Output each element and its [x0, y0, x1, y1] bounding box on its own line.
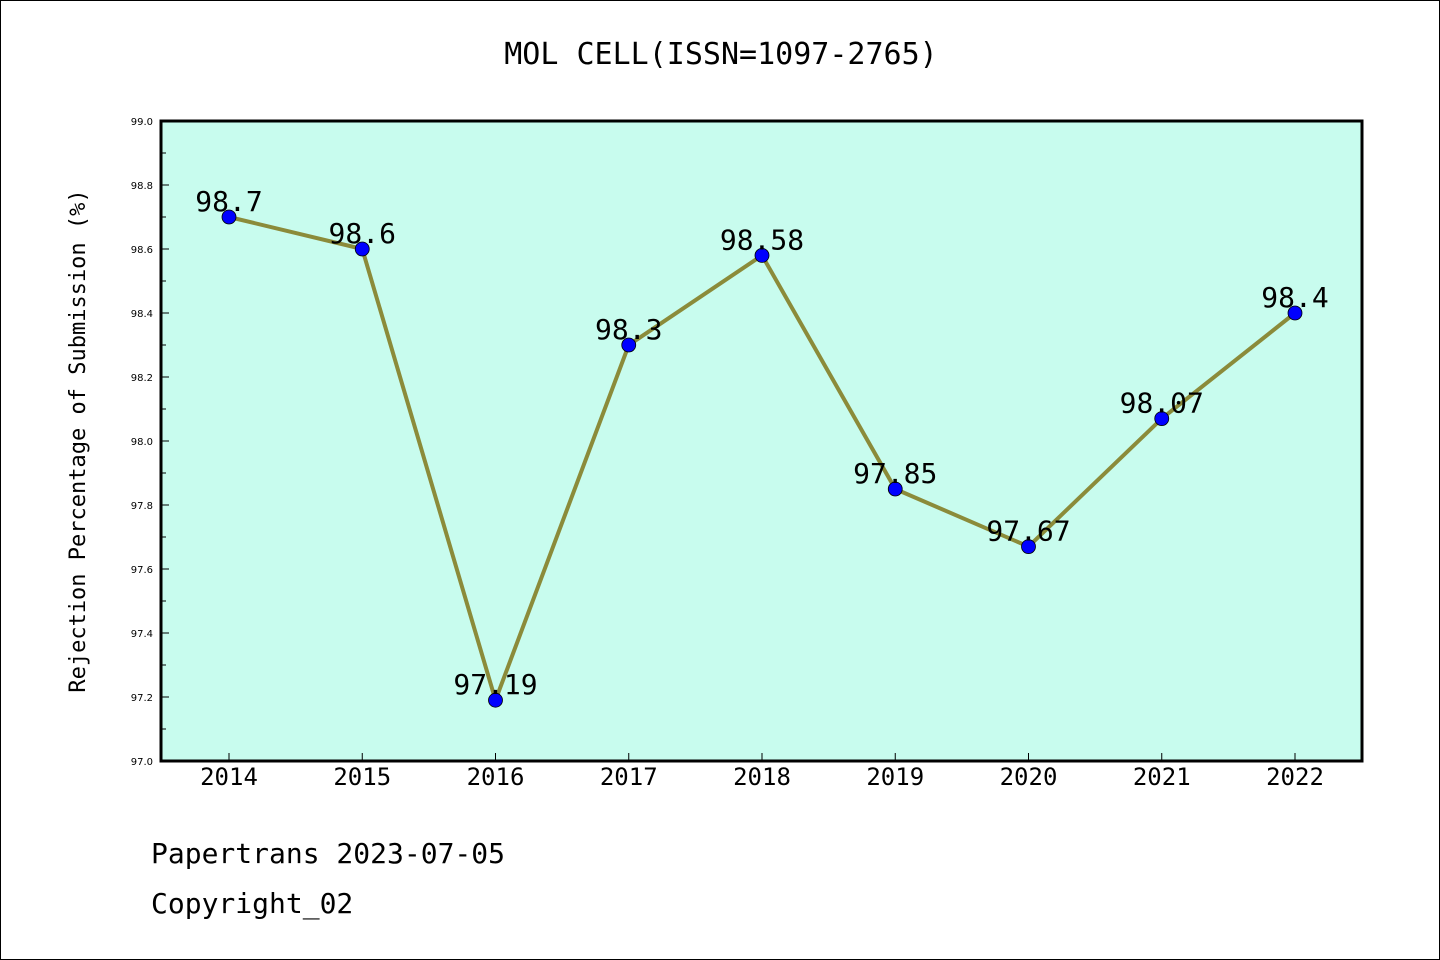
- data-label: 98.3: [595, 313, 662, 346]
- data-point: [754, 247, 770, 263]
- x-tick-label: 2020: [1000, 763, 1058, 791]
- x-tick-label: 2019: [866, 763, 924, 791]
- y-axis-label: Rejection Percentage of Submission (%): [66, 189, 91, 692]
- data-point: [354, 241, 370, 257]
- y-tick-label: 99.0: [131, 117, 153, 128]
- plot-border: [159, 119, 1364, 763]
- y-tick-label: 97.2: [131, 693, 153, 704]
- data-label: 97.85: [853, 457, 937, 490]
- data-label: 97.67: [986, 515, 1070, 548]
- data-label: 98.7: [195, 185, 262, 218]
- data-label: 98.58: [720, 223, 804, 256]
- x-tick-label: 2018: [733, 763, 791, 791]
- y-tick-label: 98.2: [131, 373, 153, 384]
- x-tick-label: 2021: [1133, 763, 1191, 791]
- y-tick-label: 97.4: [131, 629, 153, 640]
- y-tick-label: 97.0: [131, 757, 153, 768]
- data-label: 98.07: [1120, 387, 1204, 420]
- footer-source: Papertrans 2023-07-05: [151, 837, 506, 870]
- data-label: 98.4: [1261, 281, 1328, 314]
- data-point: [488, 692, 503, 708]
- y-tick-label: 98.8: [131, 181, 153, 192]
- data-label: 97.19: [453, 668, 537, 701]
- plot-area: [161, 121, 1362, 761]
- data-label: 98.6: [329, 217, 396, 250]
- x-tick-label: 2015: [333, 763, 391, 791]
- y-tick-label: 98.4: [131, 309, 153, 320]
- footer-copyright: Copyright_02: [151, 887, 354, 920]
- x-tick-label: 2022: [1266, 763, 1324, 791]
- y-tick-label: 98.0: [131, 437, 153, 448]
- data-point: [1021, 539, 1036, 554]
- x-tick-label: 2017: [600, 763, 658, 791]
- data-point: [1287, 305, 1303, 321]
- x-tick-label: 2016: [467, 763, 525, 791]
- y-tick-label: 97.8: [131, 501, 153, 512]
- x-tick-label: 2014: [200, 763, 258, 791]
- chart-title: MOL CELL(ISSN=1097-2765): [504, 37, 938, 72]
- y-tick-label: 98.6: [131, 245, 153, 256]
- data-point: [221, 209, 237, 225]
- data-point: [887, 481, 903, 497]
- data-point: [1154, 411, 1170, 427]
- data-point: [621, 337, 637, 353]
- y-tick-label: 97.6: [131, 565, 153, 576]
